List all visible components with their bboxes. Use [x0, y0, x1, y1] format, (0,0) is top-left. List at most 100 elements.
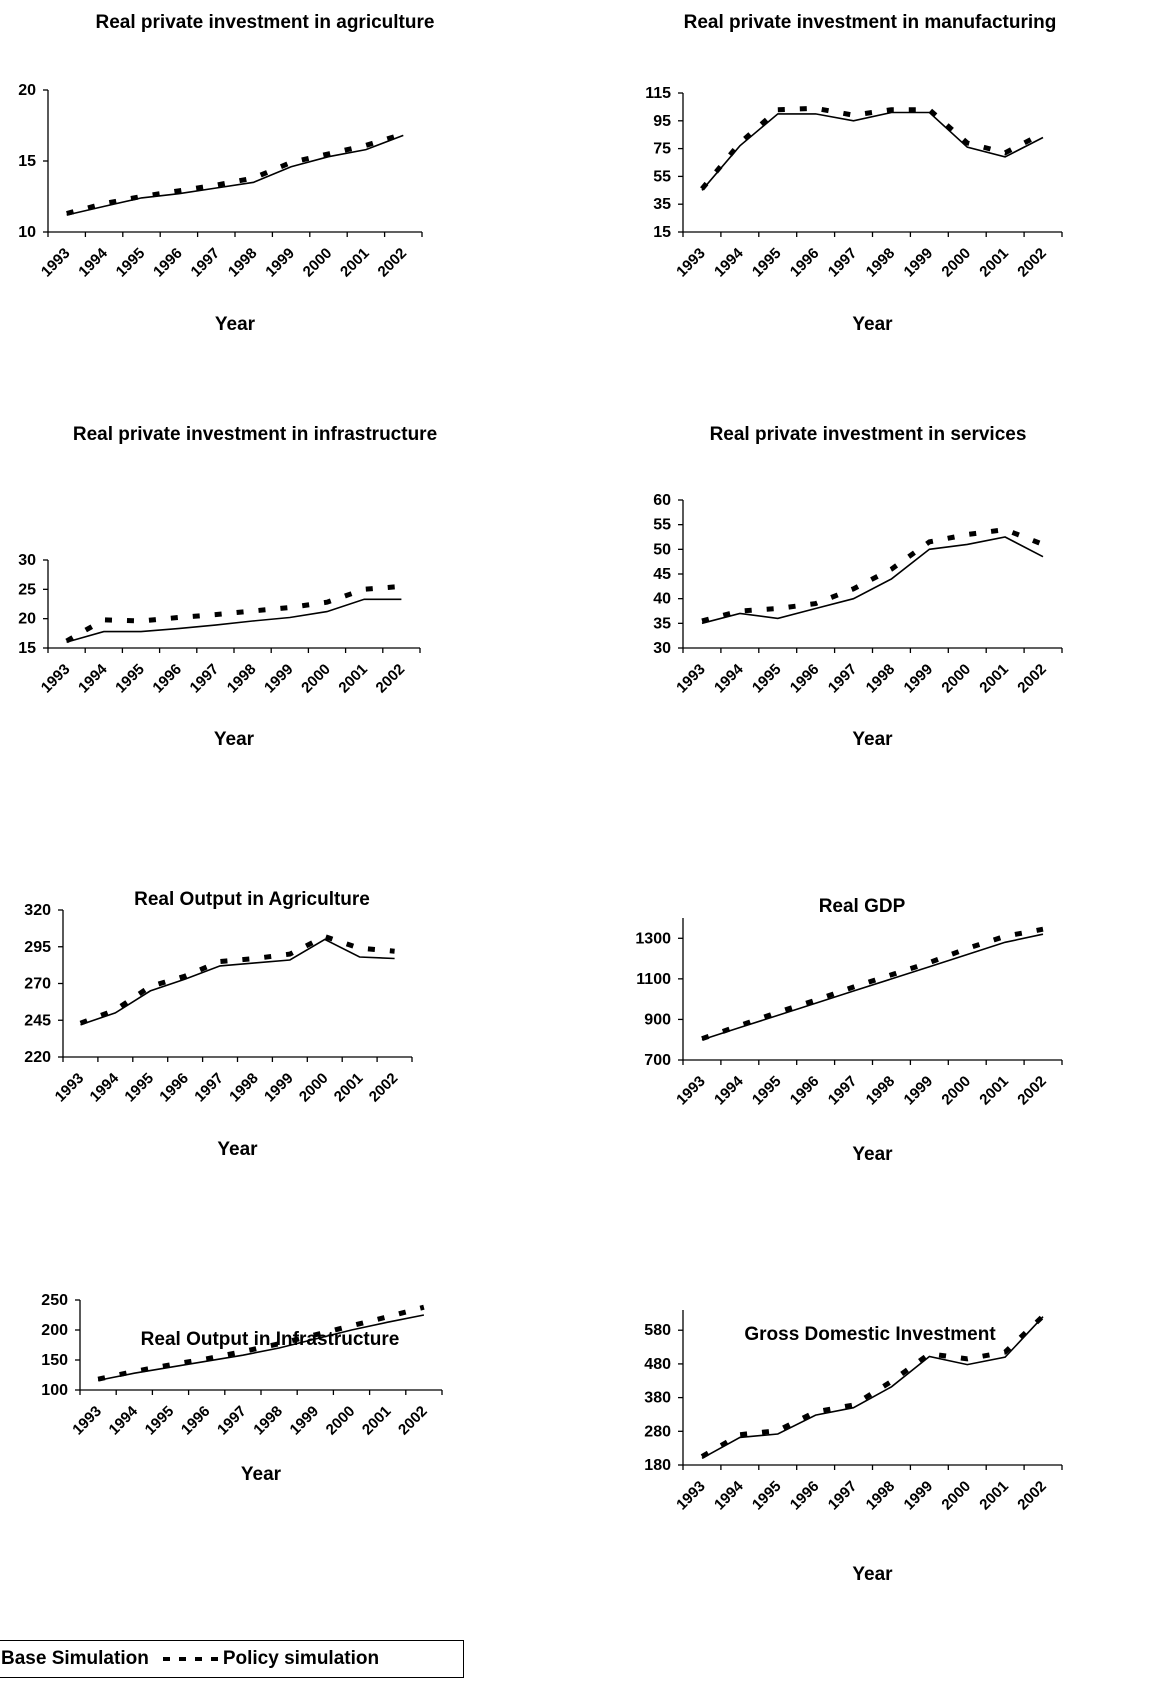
series-base-line	[80, 938, 395, 1026]
x-tick-label: 2002	[375, 245, 411, 281]
y-tick-label: 150	[41, 1352, 68, 1369]
x-tick-label: 1996	[150, 245, 186, 281]
x-tick-label: 1998	[250, 1403, 286, 1439]
y-tick-label: 25	[18, 581, 36, 598]
y-tick-label: 20	[18, 82, 36, 99]
x-tick-label: 2000	[938, 245, 974, 281]
x-tick-label: 1999	[261, 1070, 297, 1106]
chart-title: Real private investment in services	[710, 424, 1027, 445]
x-tick-label: 2000	[323, 1403, 359, 1439]
x-tick-label: 1994	[106, 1402, 142, 1438]
series-policy-line	[65, 583, 402, 644]
series-base-line	[66, 598, 402, 643]
x-tick-label: 1998	[863, 1478, 899, 1514]
chart-inf-out: Real Output in Infrastructure 100 150 200 25…	[41, 1292, 443, 1485]
x-tick-label: 1997	[825, 661, 861, 697]
y-tick-label: 40	[653, 591, 671, 608]
x-tick-label: 1996	[787, 245, 823, 281]
y-tick-label: 60	[653, 492, 671, 509]
x-axis-label: Year	[241, 1464, 282, 1485]
chart-agr-inv: Real private investment in agriculture 10…	[18, 12, 434, 335]
x-tick-label: 2001	[976, 661, 1012, 697]
x-tick-label: 1995	[749, 245, 785, 281]
x-tick-label: 1997	[214, 1403, 250, 1439]
x-tick-label: 1994	[711, 244, 747, 280]
x-tick-label: 1995	[749, 661, 785, 697]
x-tick-label: 1996	[787, 1073, 823, 1109]
x-tick-label: 1996	[787, 661, 823, 697]
y-tick-label: 75	[653, 141, 671, 158]
x-tick-label: 1993	[52, 1070, 88, 1106]
x-axis-label: Year	[852, 1564, 893, 1585]
y-tick-label: 15	[18, 640, 36, 657]
x-tick-label: 1993	[673, 661, 709, 697]
x-tick-label: 1998	[226, 1070, 262, 1106]
x-tick-label: 2000	[938, 1478, 974, 1514]
series-base-line	[701, 1316, 1044, 1460]
x-tick-label: 1999	[901, 245, 937, 281]
chart-title: Real private investment in agriculture	[96, 12, 435, 33]
x-tick-label: 2001	[337, 245, 373, 281]
series-base-line	[701, 536, 1044, 625]
x-tick-label: 1998	[863, 1073, 899, 1109]
x-tick-label: 1994	[75, 244, 111, 280]
x-tick-label: 2000	[300, 245, 336, 281]
x-tick-label: 1995	[749, 1478, 785, 1514]
y-tick-label: 250	[41, 1292, 68, 1309]
x-tick-label: 1994	[87, 1069, 123, 1105]
chart-title: Gross Domestic Investment	[744, 1324, 996, 1345]
chart-title: Real GDP	[819, 896, 906, 917]
x-tick-label: 2002	[1014, 1073, 1050, 1109]
x-tick-label: 2000	[938, 661, 974, 697]
x-tick-label: 1998	[225, 245, 261, 281]
x-tick-label: 1993	[69, 1403, 105, 1439]
y-tick-label: 10	[18, 224, 36, 241]
legend-policy-swatch	[162, 1656, 219, 1662]
y-tick-label: 900	[644, 1011, 671, 1028]
y-tick-label: 700	[644, 1052, 671, 1069]
series-policy-line	[700, 1314, 1045, 1459]
x-tick-label: 2002	[1014, 245, 1050, 281]
chart-gdi: Gross Domestic Investment 180 280 380 480 580…	[644, 1310, 1063, 1585]
x-tick-label: 1998	[863, 661, 899, 697]
x-tick-label: 1995	[121, 1070, 157, 1106]
x-tick-label: 1999	[287, 1403, 323, 1439]
x-tick-label: 2001	[331, 1070, 367, 1106]
y-tick-label: 35	[653, 615, 671, 632]
y-tick-label: 380	[644, 1390, 671, 1407]
series-policy-line	[701, 926, 1044, 1042]
x-tick-label: 2000	[938, 1073, 974, 1109]
chart-svc-inv: Real private investment in services 30 35 4…	[653, 424, 1063, 750]
y-tick-label: 180	[644, 1457, 671, 1474]
x-tick-label: 2001	[976, 1478, 1012, 1514]
series-policy-line	[79, 933, 395, 1026]
y-tick-label: 30	[18, 552, 36, 569]
x-axis-label: Year	[852, 314, 893, 335]
x-tick-label: 1995	[142, 1403, 178, 1439]
x-tick-label: 1995	[112, 661, 148, 697]
series-base-line	[66, 134, 404, 216]
y-tick-label: 280	[644, 1423, 671, 1440]
x-tick-label: 1997	[825, 1478, 861, 1514]
y-tick-label: 200	[41, 1322, 68, 1339]
x-axis-label: Year	[214, 729, 255, 750]
y-tick-label: 100	[41, 1382, 68, 1399]
x-tick-label: 1999	[901, 661, 937, 697]
x-tick-label: 1994	[711, 1477, 747, 1513]
y-tick-label: 295	[24, 939, 51, 956]
x-tick-label: 1994	[711, 660, 747, 696]
series-base-line	[701, 111, 1044, 191]
chart-title: Real private investment in manufacturing	[684, 12, 1057, 33]
x-tick-label: 1993	[673, 245, 709, 281]
x-tick-label: 2001	[335, 661, 371, 697]
x-tick-label: 1999	[901, 1478, 937, 1514]
series-base-line	[701, 933, 1044, 1041]
y-tick-label: 270	[24, 976, 51, 993]
y-tick-label: 35	[653, 196, 671, 213]
x-tick-label: 1995	[113, 245, 149, 281]
x-tick-label: 2001	[976, 245, 1012, 281]
y-tick-label: 580	[644, 1322, 671, 1339]
x-tick-label: 1993	[673, 1073, 709, 1109]
y-tick-label: 50	[653, 541, 671, 558]
